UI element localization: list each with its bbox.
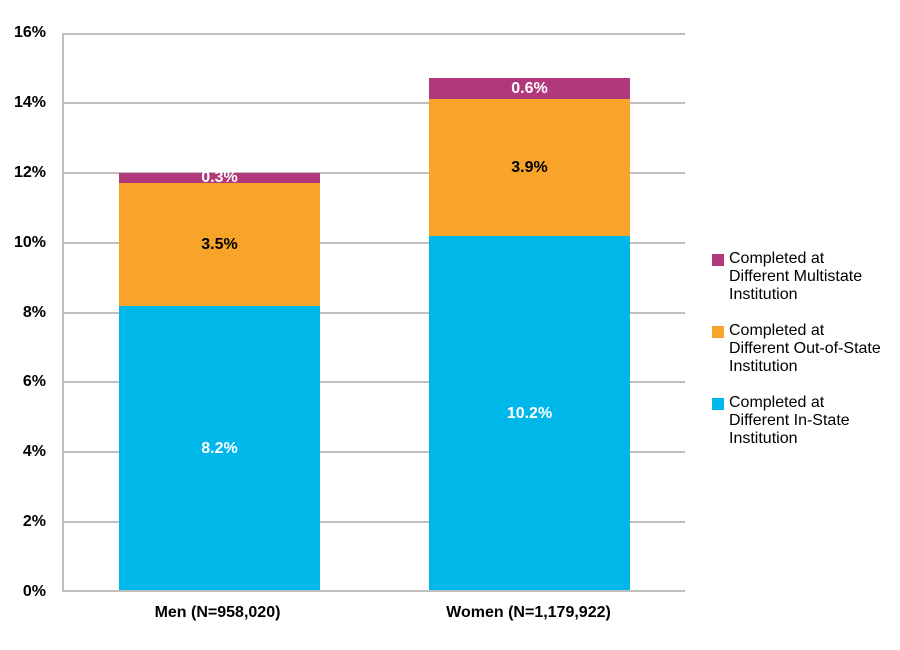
data-label-men-out-of-state: 3.5% bbox=[201, 235, 238, 253]
data-label-men-multistate: 0.3% bbox=[201, 169, 238, 186]
legend-swatch-multistate bbox=[712, 254, 724, 266]
gridline-4pct bbox=[64, 451, 685, 453]
y-axis-tick-8pct: 8% bbox=[22, 304, 46, 321]
x-axis-label-men: Men (N=958,020) bbox=[154, 604, 281, 621]
gridline-12pct bbox=[64, 172, 685, 174]
legend: Completed at Different Multistate Instit… bbox=[712, 250, 894, 466]
data-label-women-multistate: 0.6% bbox=[511, 79, 548, 97]
x-axis-label-women: Women (N=1,179,922) bbox=[446, 604, 611, 621]
y-axis-tick-4pct: 4% bbox=[22, 443, 46, 460]
legend-entry-in-state: Completed at Different In-State Institut… bbox=[712, 394, 894, 448]
y-axis-tick-16pct: 16% bbox=[13, 24, 46, 41]
legend-entry-multistate: Completed at Different Multistate Instit… bbox=[712, 250, 894, 304]
gridline-2pct bbox=[64, 521, 685, 523]
y-axis-tick-0pct: 0% bbox=[22, 583, 46, 600]
gridline-0pct bbox=[64, 590, 685, 592]
bar-segment-women-out-of-state: 3.9% bbox=[429, 99, 630, 236]
legend-label-multistate: Completed at Different Multistate Instit… bbox=[729, 250, 863, 303]
data-label-men-in-state: 8.2% bbox=[201, 440, 238, 457]
bar-segment-men-out-of-state: 3.5% bbox=[119, 183, 320, 306]
bar-segment-women-multistate: 0.6% bbox=[429, 78, 630, 99]
y-axis-tick-6pct: 6% bbox=[22, 373, 46, 390]
y-axis-tick-12pct: 12% bbox=[13, 164, 46, 181]
y-axis-tick-2pct: 2% bbox=[22, 513, 46, 530]
gridline-14pct bbox=[64, 102, 685, 104]
legend-swatch-in-state bbox=[712, 398, 724, 410]
bar-segment-women-in-state: 10.2% bbox=[429, 236, 630, 592]
gridline-8pct bbox=[64, 312, 685, 314]
data-label-women-out-of-state: 3.9% bbox=[511, 158, 548, 176]
legend-label-out-of-state: Completed at Different Out-of-State Inst… bbox=[729, 322, 881, 375]
data-label-women-in-state: 10.2% bbox=[506, 405, 553, 422]
y-axis-tick-10pct: 10% bbox=[13, 234, 46, 251]
legend-swatch-out-of-state bbox=[712, 326, 724, 338]
bar-segment-men-multistate: 0.3% bbox=[119, 169, 320, 186]
gridline-10pct bbox=[64, 242, 685, 244]
gridline-6pct bbox=[64, 381, 685, 383]
bar-segment-men-in-state: 8.2% bbox=[119, 306, 320, 592]
plot-area: 8.2% 3.5% 0.3% 10.2% 3.9% 0.6% bbox=[62, 33, 685, 592]
y-axis-tick-14pct: 14% bbox=[13, 94, 46, 111]
gridline-16pct bbox=[64, 33, 685, 35]
legend-entry-out-of-state: Completed at Different Out-of-State Inst… bbox=[712, 322, 894, 376]
legend-label-in-state: Completed at Different In-State Institut… bbox=[729, 394, 850, 447]
